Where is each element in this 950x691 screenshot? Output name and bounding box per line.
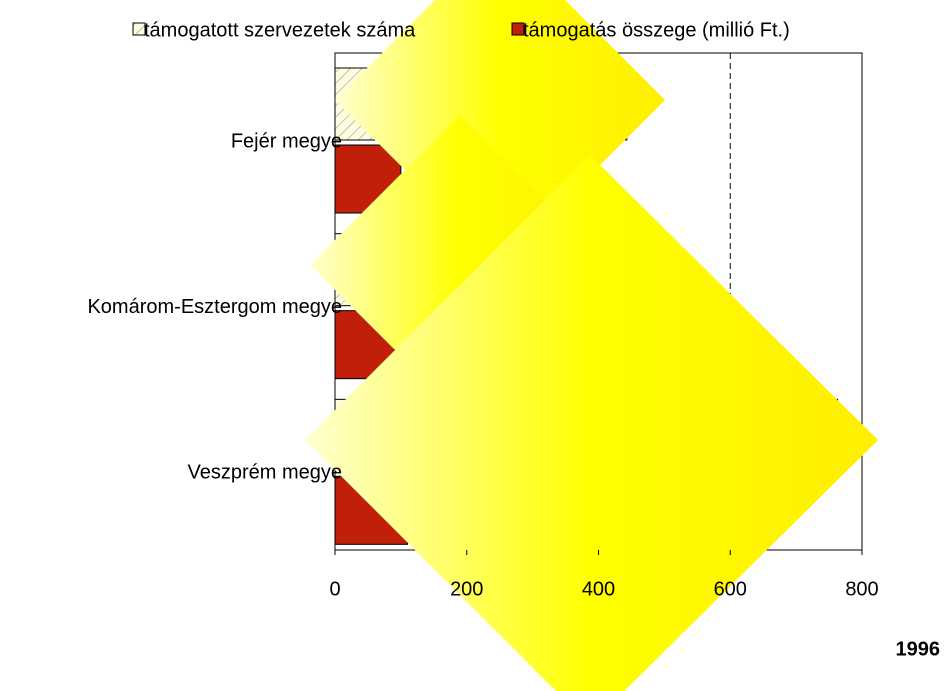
- legend-swatch: [511, 22, 525, 36]
- y-tick-label: Fejér megye: [231, 130, 342, 152]
- overlays: [305, 0, 878, 691]
- x-tick-label: 400: [582, 578, 615, 600]
- legend-swatch: [132, 22, 146, 36]
- chart-title: 1996: [896, 638, 941, 660]
- x-tick-label: 0: [329, 578, 340, 600]
- y-tick-label: Komárom-Esztergom megye: [87, 296, 342, 318]
- y-tick-label: Veszprém megye: [187, 462, 342, 484]
- x-tick-label: 800: [845, 578, 878, 600]
- legend-label: támogatás összege (millió Ft.): [523, 19, 790, 41]
- decoration: [305, 155, 878, 691]
- x-tick-label: 200: [450, 578, 483, 600]
- decoration: [335, 0, 665, 265]
- legend-label: támogatott szervezetek száma: [144, 19, 416, 41]
- x-tick-label: 600: [714, 578, 747, 600]
